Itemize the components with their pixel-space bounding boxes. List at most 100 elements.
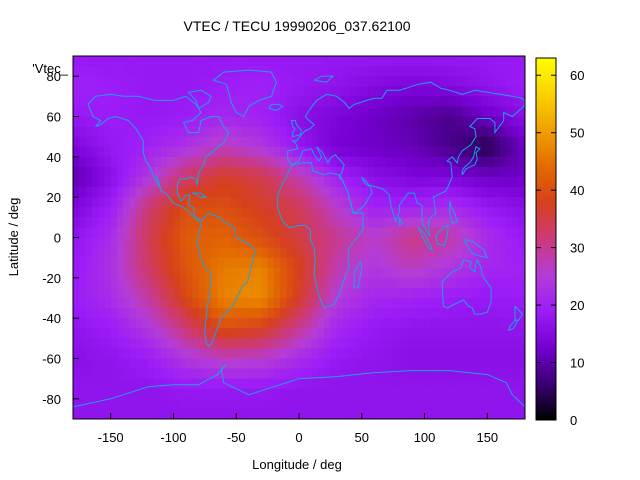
heatmap-cell [393, 257, 401, 269]
heatmap-cell [229, 217, 237, 229]
heatmap-cell [160, 308, 168, 319]
heatmap-cell [342, 207, 350, 218]
heatmap-cell [518, 368, 525, 380]
heatmap-cell [493, 106, 501, 118]
heatmap-cell [512, 126, 520, 138]
heatmap-cell [104, 338, 112, 350]
heatmap-cell [386, 76, 394, 87]
heatmap-cell [462, 136, 470, 148]
heatmap-cell [85, 338, 93, 350]
heatmap-cell [430, 398, 438, 410]
heatmap-cell [236, 308, 244, 319]
heatmap-cell [324, 217, 331, 229]
heatmap-cell [79, 146, 87, 158]
heatmap-cell [79, 166, 87, 178]
heatmap-cell [512, 187, 520, 198]
heatmap-cell [412, 156, 419, 168]
heatmap-cell [129, 257, 137, 269]
heatmap-cell [292, 197, 300, 208]
heatmap-cell [342, 86, 350, 97]
heatmap-cell [512, 247, 520, 259]
heatmap-cell [142, 388, 149, 400]
heatmap-cell [148, 257, 156, 269]
heatmap-cell [223, 368, 231, 380]
heatmap-cell [85, 287, 93, 299]
heatmap-cell [443, 66, 451, 77]
heatmap-cell [148, 207, 156, 218]
heatmap-cell [349, 187, 357, 198]
heatmap-cell [386, 368, 394, 380]
heatmap-cell [299, 277, 306, 289]
heatmap-cell [330, 287, 338, 299]
heatmap-cell [242, 348, 250, 360]
heatmap-cell [368, 267, 375, 279]
heatmap-cell [393, 388, 401, 400]
heatmap-cell [160, 116, 168, 128]
heatmap-cell [499, 348, 507, 360]
heatmap-cell [116, 328, 124, 339]
heatmap-cell [154, 217, 162, 229]
heatmap-cell [405, 126, 413, 138]
heatmap-cell [167, 328, 175, 339]
heatmap-cell [380, 177, 388, 188]
heatmap-cell [211, 318, 218, 329]
heatmap-cell [455, 408, 463, 419]
heatmap-cell [349, 136, 357, 148]
heatmap-cell [280, 56, 288, 67]
heatmap-cell [110, 126, 118, 138]
heatmap-cell [280, 308, 288, 319]
heatmap-cell [217, 368, 225, 380]
heatmap-cell [242, 308, 250, 319]
heatmap-cell [349, 287, 357, 299]
heatmap-cell [135, 146, 143, 158]
heatmap-cell [217, 227, 225, 239]
heatmap-cell [393, 136, 401, 148]
heatmap-cell [374, 227, 382, 239]
heatmap-cell [355, 166, 363, 178]
heatmap-cell [330, 227, 338, 239]
heatmap-cell [481, 56, 488, 67]
heatmap-cell [116, 308, 124, 319]
heatmap-cell [154, 378, 162, 390]
heatmap-cell [518, 56, 525, 67]
heatmap-cell [98, 408, 105, 419]
heatmap-cell [116, 116, 124, 128]
heatmap-cell [248, 378, 256, 390]
heatmap-cell [242, 257, 250, 269]
coastlines [73, 69, 525, 408]
heatmap-cell [324, 287, 331, 299]
heatmap-cell [236, 66, 244, 77]
heatmap-cell [487, 368, 495, 380]
heatmap-cell [305, 207, 313, 218]
heatmap-cell [317, 146, 325, 158]
heatmap-cell [148, 56, 156, 67]
heatmap-cell [116, 358, 124, 370]
heatmap-cell [248, 247, 256, 259]
heatmap-cell [518, 136, 525, 148]
heatmap-cell [217, 328, 225, 339]
heatmap-cell [518, 298, 525, 309]
heatmap-cell [299, 257, 306, 269]
heatmap-cell [449, 96, 457, 108]
heatmap-cell [506, 338, 514, 350]
heatmap-cell [186, 76, 193, 87]
heatmap-cell [198, 166, 206, 178]
heatmap-cell [223, 308, 231, 319]
heatmap-cell [324, 358, 331, 370]
heatmap-cell [236, 267, 244, 279]
heatmap-cell [229, 328, 237, 339]
heatmap-cell [173, 177, 181, 188]
heatmap-cell [412, 166, 419, 178]
heatmap-cell [462, 106, 470, 118]
heatmap-cell [217, 298, 225, 309]
heatmap-cell [192, 156, 200, 168]
heatmap-cell [512, 207, 520, 218]
heatmap-cell [393, 66, 401, 77]
heatmap-cell [110, 298, 118, 309]
heatmap-cell [217, 126, 225, 138]
heatmap-cell [518, 348, 525, 360]
heatmap-cell [110, 328, 118, 339]
heatmap-cell [355, 217, 363, 229]
heatmap-cell [349, 146, 357, 158]
heatmap-cell [361, 156, 369, 168]
